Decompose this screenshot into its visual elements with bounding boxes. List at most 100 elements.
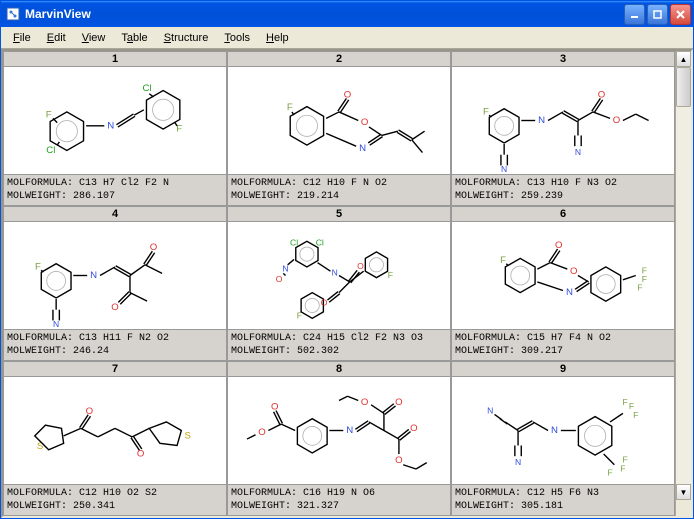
molformula-value: C24 H15 Cl2 F2 N3 O3 [303, 333, 423, 344]
molecule-grid: 1 NClFClF MOLFORMULA: C13 H7 Cl2 F2 N MO… [3, 51, 675, 516]
molecule-cell[interactable]: 2 OONF MOLFORMULA: C12 H10 F N O2 MOLWEI… [227, 51, 451, 206]
menu-structure[interactable]: Structure [156, 30, 217, 46]
molformula-label: MOLFORMULA: [455, 488, 521, 499]
svg-text:O: O [598, 89, 606, 100]
minimize-button[interactable] [624, 4, 645, 25]
scroll-track[interactable] [676, 67, 691, 484]
molformula-value: C12 H10 F N O2 [303, 178, 387, 189]
svg-text:N: N [107, 120, 114, 131]
svg-text:N: N [515, 457, 521, 467]
molweight-label: MOLWEIGHT: [7, 191, 67, 202]
molecule-cell[interactable]: 4 FNNOO MOLFORMULA: C13 H11 F N2 O2 MOLW… [3, 206, 227, 361]
content-area: 1 NClFClF MOLFORMULA: C13 H7 Cl2 F2 N MO… [1, 49, 693, 518]
close-button[interactable] [670, 4, 691, 25]
scroll-down-button[interactable]: ▼ [676, 484, 691, 500]
svg-text:N: N [566, 287, 573, 298]
cell-info: MOLFORMULA: C12 H10 F N O2 MOLWEIGHT: 21… [228, 174, 450, 205]
menu-edit[interactable]: Edit [39, 30, 74, 46]
molweight-value: 259.239 [521, 191, 563, 202]
scroll-up-button[interactable]: ▲ [676, 51, 691, 67]
molweight-value: 286.107 [73, 191, 115, 202]
svg-text:O: O [258, 427, 266, 438]
svg-text:O: O [111, 302, 119, 313]
svg-text:F: F [620, 463, 625, 473]
molweight-label: MOLWEIGHT: [231, 346, 291, 357]
svg-text:F: F [483, 106, 489, 117]
structure-canvas[interactable]: OONF [228, 67, 450, 174]
molweight-value: 246.24 [73, 346, 109, 357]
svg-text:F: F [388, 270, 393, 280]
svg-text:F: F [35, 261, 41, 272]
svg-text:N: N [332, 268, 338, 278]
molweight-label: MOLWEIGHT: [231, 191, 291, 202]
molformula-value: C13 H11 F N2 O2 [79, 333, 169, 344]
app-icon [5, 6, 21, 22]
window-controls [624, 4, 691, 25]
titlebar[interactable]: MarvinView [1, 1, 693, 27]
resize-grip[interactable] [676, 500, 691, 516]
structure-canvas[interactable]: OONOOOO [228, 377, 450, 484]
structure-canvas[interactable]: SOOS [4, 377, 226, 484]
structure-canvas[interactable]: FOONFFF [452, 222, 674, 329]
molformula-value: C16 H19 N O6 [303, 488, 375, 499]
svg-text:F: F [622, 455, 627, 465]
molecule-cell[interactable]: 1 NClFClF MOLFORMULA: C13 H7 Cl2 F2 N MO… [3, 51, 227, 206]
svg-text:N: N [359, 143, 366, 154]
svg-text:O: O [410, 423, 418, 434]
structure-canvas[interactable]: FNNOON [452, 67, 674, 174]
molecule-cell[interactable]: 8 OONOOOO MOLFORMULA: C16 H19 N O6 MOLWE… [227, 361, 451, 516]
cell-index: 5 [228, 207, 450, 222]
svg-text:O: O [361, 397, 369, 408]
menu-tools[interactable]: Tools [216, 30, 258, 46]
svg-text:S: S [185, 430, 191, 441]
molecule-cell[interactable]: 7 SOOS MOLFORMULA: C12 H10 O2 S2 MOLWEIG… [3, 361, 227, 516]
svg-text:F: F [633, 410, 638, 420]
structure-canvas[interactable]: FNNOO [4, 222, 226, 329]
structure-canvas[interactable]: ClClFFNOONO [228, 222, 450, 329]
vertical-scrollbar[interactable]: ▲ ▼ [675, 51, 691, 516]
svg-text:N: N [551, 425, 558, 436]
molecule-cell[interactable]: 3 FNNOON MOLFORMULA: C13 H10 F N3 O2 MOL… [451, 51, 675, 206]
cell-info: MOLFORMULA: C13 H11 F N2 O2 MOLWEIGHT: 2… [4, 329, 226, 360]
window-title: MarvinView [25, 7, 624, 21]
svg-text:N: N [538, 115, 545, 126]
molweight-value: 219.214 [297, 191, 339, 202]
molweight-label: MOLWEIGHT: [231, 501, 291, 512]
svg-text:Cl: Cl [143, 83, 152, 94]
molweight-value: 502.302 [297, 346, 339, 357]
svg-text:Cl: Cl [46, 145, 55, 156]
menu-table[interactable]: Table [113, 30, 155, 46]
svg-text:F: F [297, 310, 302, 320]
cell-index: 6 [452, 207, 674, 222]
molecule-cell[interactable]: 6 FOONFFF MOLFORMULA: C15 H7 F4 N O2 MOL… [451, 206, 675, 361]
molweight-label: MOLWEIGHT: [455, 501, 515, 512]
scroll-thumb[interactable] [676, 67, 691, 107]
cell-index: 3 [452, 52, 674, 67]
svg-text:O: O [137, 449, 145, 460]
svg-text:Cl: Cl [290, 238, 298, 248]
svg-text:O: O [150, 242, 158, 253]
molformula-label: MOLFORMULA: [231, 178, 297, 189]
svg-text:O: O [357, 261, 364, 271]
svg-text:O: O [271, 402, 279, 413]
svg-text:F: F [46, 110, 52, 121]
menu-help[interactable]: Help [258, 30, 297, 46]
cell-info: MOLFORMULA: C24 H15 Cl2 F2 N3 O3 MOLWEIG… [228, 329, 450, 360]
molformula-label: MOLFORMULA: [231, 488, 297, 499]
molweight-value: 305.181 [521, 501, 563, 512]
structure-canvas[interactable]: NClFClF [4, 67, 226, 174]
molecule-cell[interactable]: 9 NNNFFFFFF MOLFORMULA: C12 H5 F6 N3 MOL… [451, 361, 675, 516]
svg-text:O: O [276, 274, 283, 284]
svg-text:O: O [613, 115, 621, 126]
svg-text:O: O [361, 117, 369, 128]
maximize-button[interactable] [647, 4, 668, 25]
menu-view[interactable]: View [74, 30, 114, 46]
cell-index: 8 [228, 362, 450, 377]
structure-canvas[interactable]: NNNFFFFFF [452, 377, 674, 484]
molformula-label: MOLFORMULA: [7, 178, 73, 189]
menu-file[interactable]: File [5, 30, 39, 46]
molformula-value: C13 H10 F N3 O2 [527, 178, 617, 189]
svg-text:Cl: Cl [316, 238, 324, 248]
molecule-cell[interactable]: 5 ClClFFNOONO MOLFORMULA: C24 H15 Cl2 F2… [227, 206, 451, 361]
molformula-label: MOLFORMULA: [455, 333, 521, 344]
